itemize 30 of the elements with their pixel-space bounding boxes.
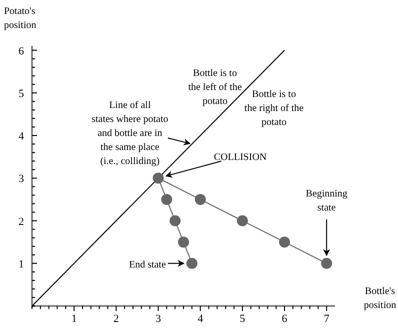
x-axis-title: Bottle's position — [364, 286, 396, 311]
y-tick-label: 6 — [18, 45, 24, 58]
y-tick-label: 1 — [18, 258, 24, 270]
point — [170, 215, 181, 226]
y-tick-label: 5 — [18, 88, 24, 100]
annotation: Beginning state — [306, 188, 348, 214]
x-tick-label: 5 — [240, 313, 246, 325]
annotation: Bottle is to the right of the potato — [244, 89, 304, 128]
annotation: Bottle is to the left of the potato — [188, 68, 242, 107]
point — [279, 236, 290, 248]
y-axis-title: Potato's position — [4, 6, 36, 31]
point — [178, 236, 189, 248]
y-tick-label: 2 — [18, 216, 24, 228]
y-tick-label: 3 — [18, 173, 24, 186]
x-tick-label: 1 — [71, 313, 77, 325]
point — [161, 194, 172, 205]
annotation: Line of all states where potato and bottle are in the same place (i.e., colliding) — [92, 100, 168, 168]
point — [236, 215, 248, 226]
point — [321, 258, 332, 269]
annotation: End state — [128, 259, 166, 270]
x-tick-label: 2 — [113, 313, 119, 325]
x-tick-label: 3 — [156, 313, 162, 325]
x-tick-label: 6 — [282, 313, 288, 325]
point — [186, 258, 198, 269]
x-tick-label: 7 — [324, 313, 330, 325]
annotation: COLLISION — [214, 152, 267, 164]
point — [152, 172, 164, 184]
x-tick-label: 4 — [198, 313, 204, 325]
y-tick-label: 4 — [18, 130, 24, 143]
point — [194, 194, 206, 205]
